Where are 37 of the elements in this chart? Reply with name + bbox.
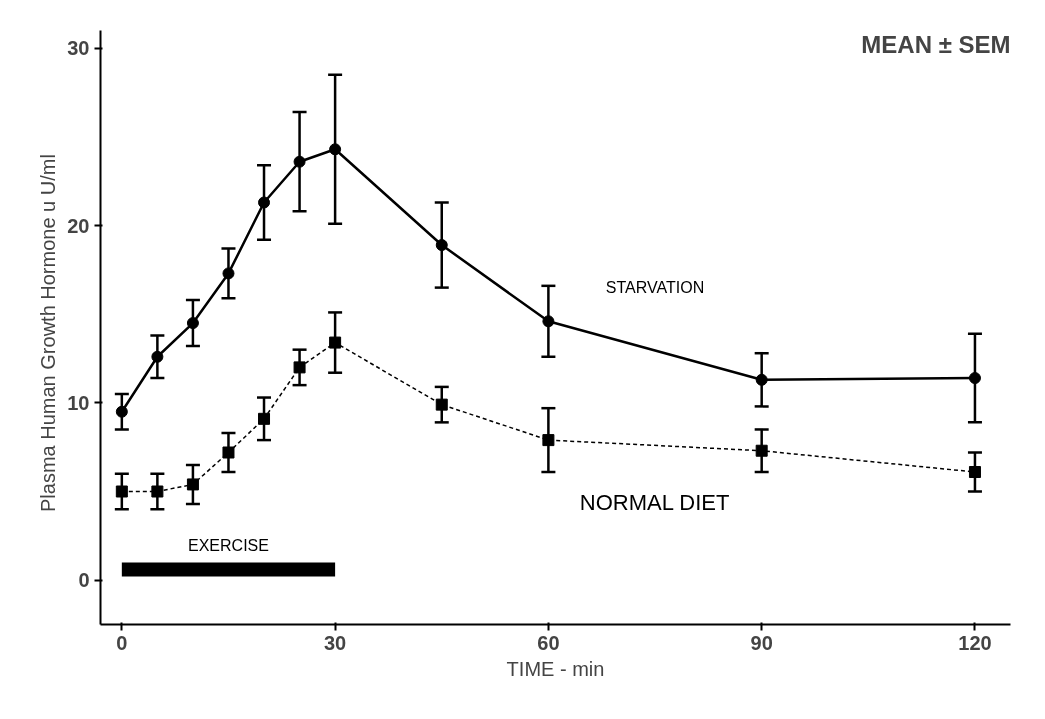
point: [435, 398, 448, 411]
x-tick-label: 90: [750, 631, 773, 654]
y-tick-label: 0: [78, 569, 90, 592]
point: [186, 317, 199, 330]
point: [115, 405, 128, 418]
point: [222, 446, 235, 459]
annotation: MEAN ± SEM: [861, 30, 1011, 58]
y-tick-label: 20: [67, 214, 90, 237]
point: [755, 373, 768, 386]
point: [151, 350, 164, 363]
point: [542, 315, 555, 328]
point: [968, 372, 981, 385]
point: [755, 444, 768, 457]
point: [968, 466, 981, 479]
x-axis-title: TIME - min: [506, 657, 605, 680]
point: [329, 336, 342, 349]
text: STARVATION: [605, 278, 705, 296]
x-tick-label: 60: [537, 631, 560, 654]
point: [258, 412, 271, 425]
x-tick-label: 30: [323, 631, 347, 654]
point: [293, 361, 306, 374]
point: [115, 485, 128, 498]
point: [151, 485, 164, 498]
point: [542, 434, 555, 447]
y-axis-title: Plasma Human Growth Hormone u U/ml: [37, 154, 60, 512]
point: [329, 143, 342, 156]
x-tick-label: 120: [958, 631, 992, 654]
point: [186, 478, 199, 491]
point: [258, 196, 271, 209]
y-tick-label: 30: [67, 37, 90, 60]
point: [293, 155, 306, 168]
y-tick-label: 10: [67, 391, 90, 414]
x-tick-label: 0: [116, 631, 128, 654]
series-label: EXERCISE: [188, 536, 269, 554]
series-label: NORMAL DIET: [579, 490, 730, 516]
point: [435, 239, 448, 252]
point: [222, 267, 235, 280]
